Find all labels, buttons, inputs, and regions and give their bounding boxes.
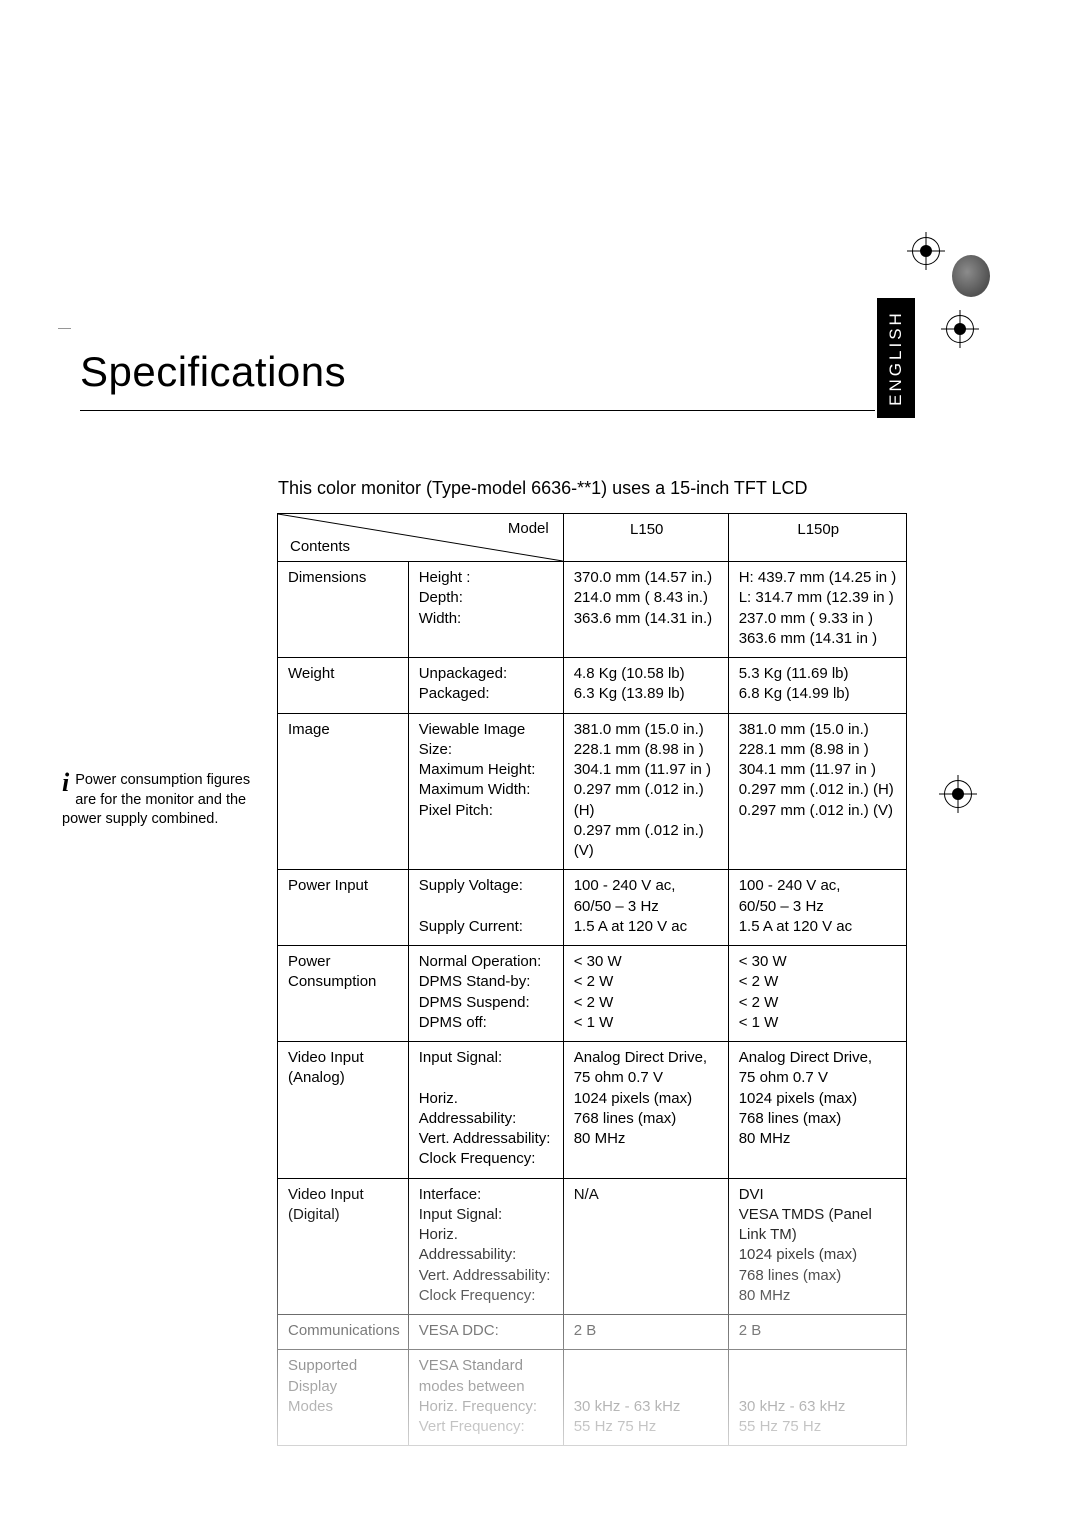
row-m1: 381.0 mm (15.0 in.) 228.1 mm (8.98 in ) … [563, 713, 728, 870]
row-m2: 2 B [728, 1315, 906, 1350]
table-row: Image Viewable Image Size: Maximum Heigh… [278, 713, 907, 870]
row-attrs: Unpackaged: Packaged: [408, 658, 563, 714]
row-label: Power Input [278, 870, 409, 946]
row-m2: 5.3 Kg (11.69 lb) 6.8 Kg (14.99 lb) [728, 658, 906, 714]
row-label: Weight [278, 658, 409, 714]
row-m1: 30 kHz - 63 kHz 55 Hz 75 Hz [563, 1350, 728, 1446]
row-label: Video Input (Digital) [278, 1178, 409, 1315]
row-label: Power Consumption [278, 946, 409, 1042]
table-header-row: Model Contents L150 L150p [278, 514, 907, 562]
row-m1: 4.8 Kg (10.58 lb) 6.3 Kg (13.89 lb) [563, 658, 728, 714]
page-title: Specifications [80, 348, 346, 396]
header-diagonal-cell: Model Contents [278, 514, 564, 562]
row-attrs: VESA Standard modes between Horiz. Frequ… [408, 1350, 563, 1446]
row-m1: < 30 W < 2 W < 2 W < 1 W [563, 946, 728, 1042]
header-contents: Contents [290, 537, 350, 557]
table-row: Video Input (Digital) Interface: Input S… [278, 1178, 907, 1315]
row-m2: DVI VESA TMDS (Panel Link TM) 1024 pixel… [728, 1178, 906, 1315]
model-col-1: L150 [563, 514, 728, 562]
row-label: Video Input (Analog) [278, 1042, 409, 1179]
row-label: Image [278, 713, 409, 870]
table-row: Supported Display Modes VESA Standard mo… [278, 1350, 907, 1446]
table-row: Video Input (Analog) Input Signal: Horiz… [278, 1042, 907, 1179]
table-row: Power Consumption Normal Operation: DPMS… [278, 946, 907, 1042]
row-m2: 100 - 240 V ac, 60/50 – 3 Hz 1.5 A at 12… [728, 870, 906, 946]
row-m2: 30 kHz - 63 kHz 55 Hz 75 Hz [728, 1350, 906, 1446]
registration-mark-icon [946, 315, 974, 343]
row-attrs: Supply Voltage: Supply Current: [408, 870, 563, 946]
row-m2: Analog Direct Drive, 75 ohm 0.7 V 1024 p… [728, 1042, 906, 1179]
row-attrs: Input Signal: Horiz. Addressability: Ver… [408, 1042, 563, 1179]
row-attrs: Normal Operation: DPMS Stand-by: DPMS Su… [408, 946, 563, 1042]
header-model: Model [508, 519, 549, 539]
row-m1: 370.0 mm (14.57 in.) 214.0 mm ( 8.43 in.… [563, 562, 728, 658]
row-label: Communications [278, 1315, 409, 1350]
row-m2: 381.0 mm (15.0 in.) 228.1 mm (8.98 in ) … [728, 713, 906, 870]
model-col-2: L150p [728, 514, 906, 562]
language-label: ENGLISH [886, 310, 906, 406]
row-m1: Analog Direct Drive, 75 ohm 0.7 V 1024 p… [563, 1042, 728, 1179]
table-row: Power Input Supply Voltage: Supply Curre… [278, 870, 907, 946]
table-row: Dimensions Height : Depth: Width: 370.0 … [278, 562, 907, 658]
sidenote: i Power consumption figures are for the … [62, 771, 272, 830]
registration-mark-icon [912, 237, 940, 265]
row-m1: N/A [563, 1178, 728, 1315]
table-row: Communications VESA DDC: 2 B 2 B [278, 1315, 907, 1350]
row-label: Dimensions [278, 562, 409, 658]
title-rule [80, 410, 875, 411]
sidenote-text: Power consumption figures are for the mo… [62, 772, 250, 827]
row-attrs: VESA DDC: [408, 1315, 563, 1350]
row-m2: H: 439.7 mm (14.25 in ) L: 314.7 mm (12.… [728, 562, 906, 658]
table-row: Weight Unpackaged: Packaged: 4.8 Kg (10.… [278, 658, 907, 714]
row-label: Supported Display Modes [278, 1350, 409, 1446]
thumbprint-icon [952, 255, 990, 297]
row-m1: 100 - 240 V ac, 60/50 – 3 Hz 1.5 A at 12… [563, 870, 728, 946]
info-icon: i [62, 771, 69, 794]
row-attrs: Height : Depth: Width: [408, 562, 563, 658]
row-attrs: Interface: Input Signal: Horiz. Addressa… [408, 1178, 563, 1315]
intro-text: This color monitor (Type-model 6636-**1)… [278, 478, 808, 499]
language-tab: ENGLISH [877, 298, 915, 418]
row-m1: 2 B [563, 1315, 728, 1350]
crop-mark: — [58, 320, 71, 335]
row-attrs: Viewable Image Size: Maximum Height: Max… [408, 713, 563, 870]
row-m2: < 30 W < 2 W < 2 W < 1 W [728, 946, 906, 1042]
registration-mark-icon [944, 780, 972, 808]
spec-table: Model Contents L150 L150p Dimensions Hei… [277, 513, 907, 1446]
